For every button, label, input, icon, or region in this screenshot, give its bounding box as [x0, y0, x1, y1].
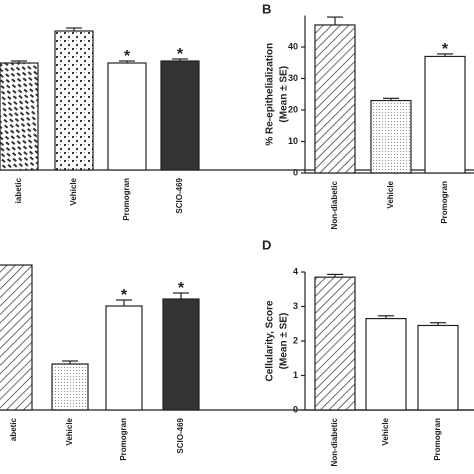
x-tick-label: Non-diabetic	[330, 417, 339, 466]
x-tick-label: Vehicle	[381, 417, 390, 445]
bar	[365, 317, 407, 411]
bar	[107, 62, 147, 171]
x-tick-label: Non-diabetic	[330, 180, 339, 229]
x-tick-label: Vehicle	[386, 180, 395, 208]
significance-star: *	[124, 48, 131, 65]
bar	[51, 363, 89, 411]
x-tick-label: SCIO-469	[176, 417, 185, 453]
bar	[0, 264, 33, 411]
x-tick-label: abetic	[9, 417, 18, 441]
bar	[105, 305, 143, 411]
significance-star: *	[442, 41, 449, 58]
y-tick-label: 1	[293, 370, 298, 380]
bar	[314, 276, 356, 411]
x-tick-label: Promogran	[440, 181, 449, 224]
significance-star: *	[178, 280, 185, 297]
panel-label: D	[262, 237, 271, 252]
bar	[424, 55, 466, 174]
x-tick-label: SCIO-469	[175, 177, 184, 213]
bar	[0, 62, 39, 171]
y-tick-label: 3	[293, 301, 298, 311]
x-tick-label: Promogran	[122, 178, 131, 221]
x-tick-label: Promogran	[433, 418, 442, 461]
bar	[162, 298, 200, 411]
bar	[417, 324, 459, 411]
x-tick-label: Vehicle	[69, 177, 78, 205]
bar	[314, 24, 356, 174]
x-tick-label: Promogran	[119, 418, 128, 461]
y-axis-label: (Mean ± SE)	[279, 313, 290, 370]
y-axis-label: % Re-epithelialization	[265, 43, 276, 146]
y-tick-label: 2	[293, 335, 298, 345]
significance-star: *	[177, 46, 184, 63]
x-tick-label: Vehicle	[65, 417, 74, 445]
y-tick-label: 40	[288, 41, 298, 51]
bar	[370, 99, 412, 174]
significance-star: *	[121, 287, 128, 304]
panel-label: B	[262, 1, 271, 16]
bar	[160, 60, 200, 171]
y-tick-label: 10	[288, 136, 298, 146]
y-tick-label: 30	[288, 73, 298, 83]
y-tick-label: 0	[293, 167, 298, 177]
y-axis-label: (Mean ± SE)	[279, 66, 290, 123]
x-tick-label: iabetic	[14, 177, 23, 203]
y-tick-label: 20	[288, 104, 298, 114]
y-tick-label: 4	[293, 266, 298, 276]
bar	[54, 30, 94, 171]
y-tick-label: 0	[293, 404, 298, 414]
y-axis-label: Cellularity, Score	[265, 300, 276, 381]
